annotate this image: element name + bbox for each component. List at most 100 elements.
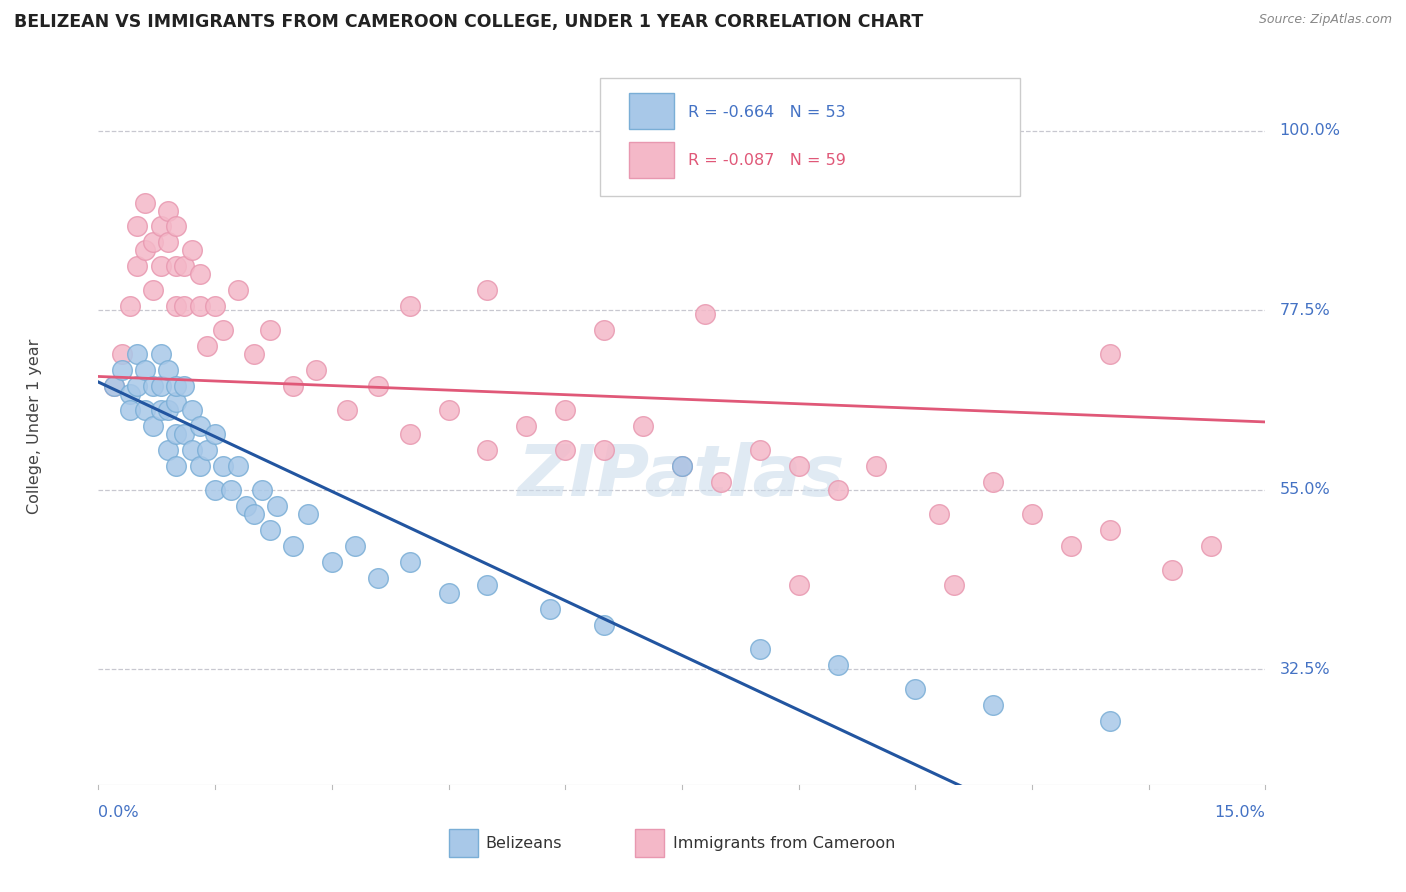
Point [228, 283, 250, 297]
Point [943, 578, 966, 592]
Bar [630, 143, 673, 178]
Point [157, 403, 180, 417]
Point [165, 299, 187, 313]
Point [157, 442, 180, 457]
Text: 55.0%: 55.0% [1279, 483, 1330, 497]
Bar [630, 94, 673, 129]
Point [710, 475, 733, 489]
Bar [636, 830, 665, 856]
Point [212, 458, 235, 473]
Point [554, 442, 576, 457]
Point [165, 379, 187, 393]
Point [188, 418, 211, 433]
Point [149, 379, 172, 393]
Text: 0.0%: 0.0% [98, 805, 139, 820]
Point [367, 379, 389, 393]
Point [398, 299, 420, 313]
Point [204, 299, 226, 313]
Point [235, 499, 257, 513]
Text: R = -0.087   N = 59: R = -0.087 N = 59 [688, 153, 845, 168]
Point [180, 244, 202, 258]
Point [477, 283, 499, 297]
Point [1021, 507, 1043, 521]
Point [149, 219, 172, 234]
Point [173, 426, 195, 441]
Point [259, 523, 281, 537]
Point [157, 203, 180, 218]
Text: 15.0%: 15.0% [1215, 805, 1265, 820]
Point [188, 299, 211, 313]
Point [204, 483, 226, 497]
Point [748, 642, 770, 657]
Point [827, 658, 849, 673]
Point [142, 235, 165, 250]
Point [103, 379, 125, 393]
Point [1161, 562, 1184, 576]
Point [437, 403, 460, 417]
Point [437, 586, 460, 600]
Point [305, 363, 328, 377]
Point [1098, 347, 1121, 361]
Point [165, 260, 187, 274]
Point [173, 299, 195, 313]
Point [243, 347, 266, 361]
FancyBboxPatch shape [600, 78, 1021, 196]
Point [157, 235, 180, 250]
Point [554, 403, 576, 417]
Point [259, 323, 281, 337]
Point [336, 403, 359, 417]
Point [180, 442, 202, 457]
Point [188, 268, 211, 282]
Point [981, 698, 1004, 713]
Point [142, 379, 165, 393]
Point [173, 260, 195, 274]
Text: BELIZEAN VS IMMIGRANTS FROM CAMEROON COLLEGE, UNDER 1 YEAR CORRELATION CHART: BELIZEAN VS IMMIGRANTS FROM CAMEROON COL… [14, 13, 924, 31]
Point [157, 363, 180, 377]
Point [165, 426, 187, 441]
Text: 77.5%: 77.5% [1279, 302, 1330, 318]
Point [127, 260, 149, 274]
Point [118, 403, 141, 417]
Point [671, 458, 693, 473]
Point [787, 578, 810, 592]
Point [695, 307, 717, 321]
Point [631, 418, 654, 433]
Point [149, 403, 172, 417]
Point [593, 618, 616, 632]
Point [477, 442, 499, 457]
Point [1060, 539, 1083, 553]
Point [538, 602, 561, 616]
Text: Immigrants from Cameroon: Immigrants from Cameroon [672, 836, 896, 851]
Point [118, 299, 141, 313]
Point [134, 244, 156, 258]
Point [173, 379, 195, 393]
Text: R = -0.664   N = 53: R = -0.664 N = 53 [688, 104, 845, 120]
Point [928, 507, 950, 521]
Point [865, 458, 887, 473]
Point [477, 578, 499, 592]
Point [297, 507, 319, 521]
Point [827, 483, 849, 497]
Text: College, Under 1 year: College, Under 1 year [27, 338, 42, 514]
Point [149, 260, 172, 274]
Point [344, 539, 367, 553]
Point [787, 458, 810, 473]
Point [204, 426, 226, 441]
Point [219, 483, 242, 497]
Point [188, 458, 211, 473]
Point [281, 379, 304, 393]
Point [981, 475, 1004, 489]
Point [904, 682, 927, 697]
Point [593, 442, 616, 457]
Point [165, 458, 187, 473]
Point [748, 442, 770, 457]
Point [180, 403, 202, 417]
Point [111, 363, 134, 377]
Point [671, 458, 693, 473]
Point [1098, 523, 1121, 537]
Point [212, 323, 235, 337]
Point [165, 219, 187, 234]
Text: Source: ZipAtlas.com: Source: ZipAtlas.com [1258, 13, 1392, 27]
Point [1199, 539, 1222, 553]
Text: 100.0%: 100.0% [1279, 123, 1340, 138]
